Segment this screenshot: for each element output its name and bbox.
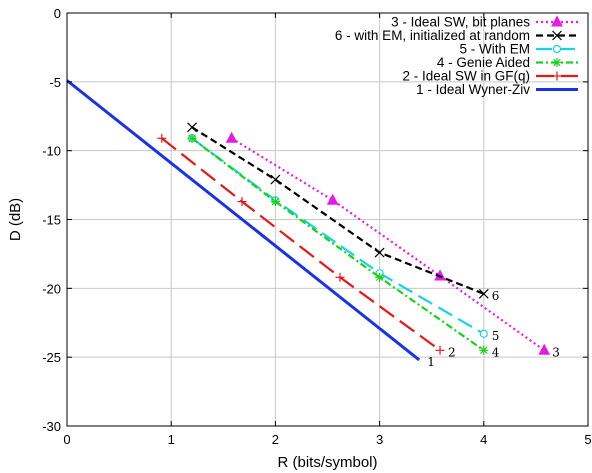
series-end-label: 2: [448, 345, 456, 359]
y-tick-label: -15: [42, 213, 61, 228]
series-2: 2: [157, 133, 456, 359]
y-tick-label: -20: [42, 281, 61, 296]
data-point-marker: [551, 15, 563, 27]
y-tick-label: -5: [49, 75, 61, 90]
series-1: 1: [66, 79, 435, 369]
legend-item: 2 - Ideal SW in GF(q): [402, 69, 578, 84]
x-tick-label: 3: [376, 432, 383, 447]
series-end-label: 1: [427, 355, 435, 369]
legend-label: 3 - Ideal SW, bit planes: [391, 15, 530, 30]
data-point-marker: [552, 44, 562, 54]
data-point-marker: [326, 193, 339, 205]
series-3: 3: [225, 131, 560, 359]
data-point-marker: [478, 288, 489, 299]
series-end-label: 5: [492, 329, 500, 343]
series-layer: 3 6 5 4 21: [66, 79, 560, 369]
data-point-marker: [435, 345, 445, 355]
data-point-marker: [187, 133, 197, 143]
data-point-marker: [375, 272, 385, 282]
y-tick-label: -30: [42, 419, 61, 434]
data-point-marker: [270, 197, 280, 207]
x-axis-label: R (bits/symbol): [277, 454, 377, 471]
data-point-marker: [552, 30, 562, 41]
x-tick-label: 5: [584, 432, 591, 447]
x-tick-label: 2: [272, 432, 279, 447]
series-line: [191, 137, 485, 335]
y-tick-label: 0: [54, 6, 61, 21]
data-point-marker: [552, 58, 562, 67]
series-line: [191, 126, 485, 295]
y-tick-label: -10: [42, 144, 61, 159]
data-point-marker: [157, 133, 167, 143]
x-tick-label: 1: [168, 432, 175, 447]
legend-item: 3 - Ideal SW, bit planes: [391, 15, 578, 30]
series-line: [66, 79, 421, 362]
data-point-marker: [552, 71, 562, 81]
axis-ticks: 0 1 2 3 4 50-5-10-15-20-25-30: [42, 6, 591, 447]
data-point-marker: [270, 174, 281, 185]
data-point-marker: [225, 131, 238, 143]
data-point-marker: [237, 197, 247, 207]
series-end-label: 4: [492, 345, 500, 359]
data-point-marker: [374, 247, 385, 258]
x-tick-label: 0: [63, 432, 70, 447]
series-line: [231, 137, 545, 352]
legend-label: 6 - with EM, initialized at random: [335, 28, 530, 43]
y-tick-label: -25: [42, 350, 61, 365]
legend-label: 2 - Ideal SW in GF(q): [402, 69, 530, 84]
legend-item: 6 - with EM, initialized at random: [335, 28, 578, 43]
data-point-marker: [479, 345, 489, 355]
legend-item: 1 - Ideal Wyner-Ziv: [416, 82, 578, 97]
data-point-marker: [479, 329, 488, 338]
series-6: 6: [187, 122, 500, 303]
series-end-label: 6: [492, 289, 500, 303]
series-line: [161, 137, 441, 352]
legend-label: 4 - Genie Aided: [437, 55, 530, 70]
legend-item: 5 - With EM: [459, 42, 578, 57]
series-end-label: 3: [552, 345, 560, 359]
data-point-marker: [187, 122, 197, 133]
legend-label: 5 - With EM: [459, 42, 530, 57]
data-point-marker: [538, 343, 551, 355]
series-5: 5: [187, 134, 500, 343]
series-line: [191, 137, 485, 352]
data-point-marker: [335, 272, 345, 282]
legend-label: 1 - Ideal Wyner-Ziv: [416, 82, 530, 97]
y-axis-label: D (dB): [7, 198, 24, 241]
series-4: 4: [187, 133, 500, 359]
x-tick-label: 4: [480, 432, 487, 447]
legend-item: 4 - Genie Aided: [437, 55, 578, 70]
